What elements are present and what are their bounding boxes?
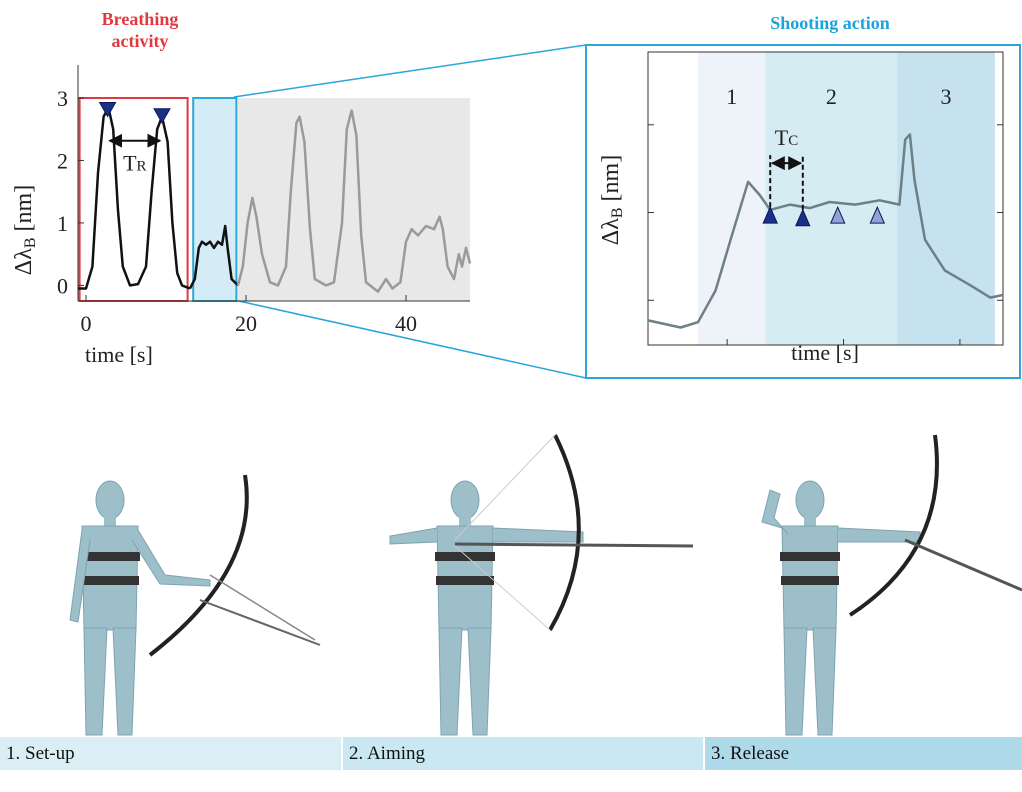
marker (795, 208, 811, 227)
phase-label: 2. Aiming (343, 737, 703, 770)
y-label-symbol: Δλ (11, 248, 37, 275)
marker (762, 205, 778, 224)
region (238, 97, 470, 301)
y-label-subscript: B (609, 207, 626, 218)
phase-label: 1. Set-up (0, 737, 341, 770)
region-label: 1 (726, 84, 737, 109)
archer-setup (69, 474, 321, 736)
interval-subscript: C (788, 133, 798, 149)
y-tick-label: 0 (57, 273, 68, 298)
x-tick-label: 20 (235, 311, 257, 336)
interval-subscript: R (137, 159, 147, 175)
x-axis-label: time [s] (791, 340, 859, 365)
interval-label: TR (123, 151, 146, 176)
chart-title: Breathing activity (101, 9, 179, 51)
interval-label: TC (775, 125, 798, 150)
archer-aiming (389, 434, 694, 736)
y-axis-label: ΔλB [nm] (598, 155, 626, 245)
region (765, 52, 898, 345)
series-line (647, 133, 1004, 329)
x-tick-label: 40 (395, 311, 417, 336)
phase-label: 3. Release (705, 737, 1022, 770)
zoom-line (233, 44, 587, 98)
y-label-symbol: Δλ (598, 218, 624, 245)
y-tick-label: 1 (57, 211, 68, 236)
marker (98, 101, 117, 118)
marker (153, 108, 171, 124)
region-label: 2 (826, 84, 837, 109)
y-label-subscript: B (22, 237, 39, 248)
zoom-frame (585, 44, 1021, 379)
interval-symbol: T (123, 151, 137, 176)
y-label-unit: [nm] (11, 185, 37, 232)
plot-frame (647, 51, 1004, 346)
y-label-unit: [nm] (598, 155, 624, 202)
archer-release (761, 434, 1022, 736)
chart-title: Shooting action (770, 13, 890, 33)
marker (829, 205, 846, 224)
y-axis-label: ΔλB [nm] (11, 185, 39, 275)
region-label: 3 (940, 84, 951, 109)
zoom-line (233, 299, 587, 379)
region (698, 52, 766, 345)
marker (869, 205, 886, 224)
x-tick-label: 0 (81, 311, 92, 336)
series-line (78, 106, 191, 290)
region (897, 52, 995, 345)
interval-symbol: T (775, 125, 789, 150)
x-axis-label: time [s] (85, 342, 153, 367)
y-tick-label: 2 (57, 148, 68, 173)
series-line (188, 224, 239, 290)
y-tick-label: 3 (57, 86, 68, 111)
series-line (236, 109, 472, 293)
